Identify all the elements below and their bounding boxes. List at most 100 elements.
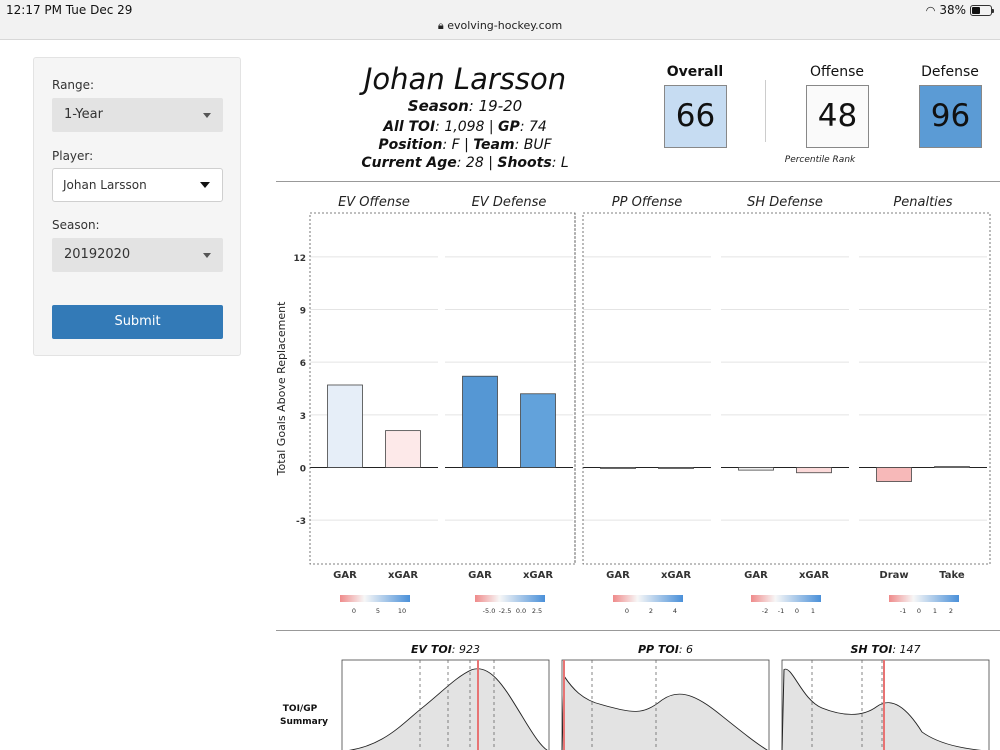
x-tick-label: GAR xyxy=(606,570,630,581)
legend-tick: -2.5 xyxy=(499,607,512,615)
bar-xgar xyxy=(658,467,694,469)
player-value: Johan Larsson xyxy=(63,178,147,192)
submit-button[interactable]: Submit xyxy=(52,305,223,339)
x-tick-label: GAR xyxy=(333,570,357,581)
bar-take xyxy=(934,466,970,468)
legend-tick: 0 xyxy=(625,607,629,615)
x-tick-label: xGAR xyxy=(388,570,418,581)
legend-tick: 2 xyxy=(949,607,953,615)
panel-title: SH Defense xyxy=(747,195,823,210)
legend-tick: 0 xyxy=(352,607,356,615)
url-text: evolving-hockey.com xyxy=(447,19,563,32)
legend-color-bar xyxy=(613,595,683,602)
toi-panel-1: PP TOI: 6 xyxy=(561,643,770,750)
toi-panel-title: EV TOI: 923 xyxy=(411,643,480,656)
lock-icon: 🔒︎ xyxy=(437,19,444,32)
status-time: 12:17 PM Tue Dec 29 xyxy=(6,3,133,17)
panel-title: PP Offense xyxy=(612,195,682,210)
chevron-down-icon xyxy=(203,253,211,258)
position-line: Position: F | Team: BUF xyxy=(378,137,552,153)
legend-tick: 0 xyxy=(795,607,799,615)
toi-density-curve xyxy=(561,674,768,750)
panel-title: EV Defense xyxy=(472,195,547,210)
x-tick-label: xGAR xyxy=(523,570,553,581)
season-label: Season: xyxy=(52,218,100,232)
defense-label: Defense xyxy=(921,64,979,80)
rank-divider xyxy=(765,80,766,142)
toi-panel-2: SH TOI: 147 xyxy=(781,643,990,750)
panel-frame xyxy=(309,212,576,565)
y-axis-label: Total Goals Above Replacement xyxy=(275,301,288,476)
legend-color-bar xyxy=(751,595,821,602)
toi-side-label: Summary xyxy=(280,717,328,727)
panel-title: EV Offense xyxy=(338,195,410,210)
controls-panel: Range: 1-Year Player: Johan Larsson Seas… xyxy=(33,57,241,356)
panel-ev-defense: EV Defense GAR xGAR -5.0 -2.5 0.0 2.5 xyxy=(445,195,573,615)
toi-title-value: : 147 xyxy=(892,643,920,656)
bar-gar xyxy=(462,375,498,468)
toi-summary-chart: TOI/GP Summary EV TOI: 923 PP TOI: 6 SH TOI:… xyxy=(280,643,990,750)
player-label: Player: xyxy=(52,149,94,163)
toi-panel-title: SH TOI: 147 xyxy=(850,643,920,656)
player-select[interactable]: Johan Larsson xyxy=(52,168,223,202)
toi-title-key: PP TOI xyxy=(638,643,679,656)
browser-status-bar: 12:17 PM Tue Dec 29 ◠ 38% 🔒︎ evolving-ho… xyxy=(0,0,1000,40)
x-tick-label: GAR xyxy=(744,570,768,581)
panel-pp-offense: PP Offense GAR xGAR 0 2 4 xyxy=(583,195,711,615)
range-select[interactable]: 1-Year xyxy=(52,98,223,132)
offense-label: Offense xyxy=(809,64,865,80)
panel-ev-offense: EV Offense GAR xGAR 0 5 10 xyxy=(310,195,438,615)
defense-rank-box: 96 xyxy=(919,85,982,148)
toi-title-value: : 923 xyxy=(452,643,480,656)
overall-rank-box: 66 xyxy=(664,85,727,148)
bar-gar xyxy=(738,467,774,471)
header-divider xyxy=(276,181,1000,182)
chevron-down-icon xyxy=(203,113,211,118)
toi-panel-title: PP TOI: 6 xyxy=(638,643,693,656)
legend-tick: 10 xyxy=(398,607,406,615)
y-tick-label: 12 xyxy=(293,254,306,264)
panel-penalties: Penalties Draw Take -1 0 1 2 xyxy=(859,195,987,615)
toi-panel-0: EV TOI: 923 xyxy=(341,643,550,750)
age-line: Current Age: 28 | Shoots: L xyxy=(361,155,569,171)
toi-title-value: : 6 xyxy=(679,643,693,656)
legend-color-bar xyxy=(889,595,959,602)
toi-density-curve xyxy=(347,668,548,750)
toi-density-curve xyxy=(781,668,982,750)
chevron-down-icon xyxy=(200,182,210,188)
legend-tick: 2 xyxy=(649,607,653,615)
legend-tick: 4 xyxy=(673,607,677,615)
y-tick-label: -3 xyxy=(296,517,306,527)
bar-draw xyxy=(876,467,912,482)
season-value: 20192020 xyxy=(64,247,131,262)
url-bar[interactable]: 🔒︎ evolving-hockey.com xyxy=(0,19,1000,33)
x-tick-label: xGAR xyxy=(661,570,691,581)
toi-line: All TOI: 1,098 | GP: 74 xyxy=(383,119,547,135)
battery-percent: 38% xyxy=(939,3,966,17)
bar-gar xyxy=(327,384,363,468)
chart-divider xyxy=(276,630,1000,631)
status-right: ◠ 38% xyxy=(926,3,994,17)
overall-label: Overall xyxy=(666,64,724,80)
bar-xgar xyxy=(520,393,556,468)
legend-tick: -5.0 xyxy=(483,607,496,615)
panel-sh-defense: SH Defense GAR xGAR -2 -1 0 1 xyxy=(721,195,849,615)
legend-tick: 1 xyxy=(933,607,937,615)
toi-side-label: TOI/GP xyxy=(283,704,318,714)
legend-tick: 5 xyxy=(376,607,380,615)
offense-rank-box: 48 xyxy=(806,85,869,148)
legend-tick: 0.0 xyxy=(516,607,526,615)
y-tick-label: 3 xyxy=(300,412,306,422)
gar-chart: Total Goals Above Replacement129630-3EV … xyxy=(275,195,991,615)
y-tick-label: 6 xyxy=(300,359,306,369)
range-label: Range: xyxy=(52,78,95,92)
legend-tick: -1 xyxy=(900,607,906,615)
legend-tick: -2 xyxy=(762,607,768,615)
toi-title-key: EV TOI xyxy=(411,643,452,656)
x-tick-label: Draw xyxy=(879,570,908,581)
legend-tick: 1 xyxy=(811,607,815,615)
season-line: Season: 19-20 xyxy=(407,97,523,115)
battery-icon xyxy=(970,4,994,16)
bar-xgar xyxy=(385,430,421,468)
season-select[interactable]: 20192020 xyxy=(52,238,223,272)
